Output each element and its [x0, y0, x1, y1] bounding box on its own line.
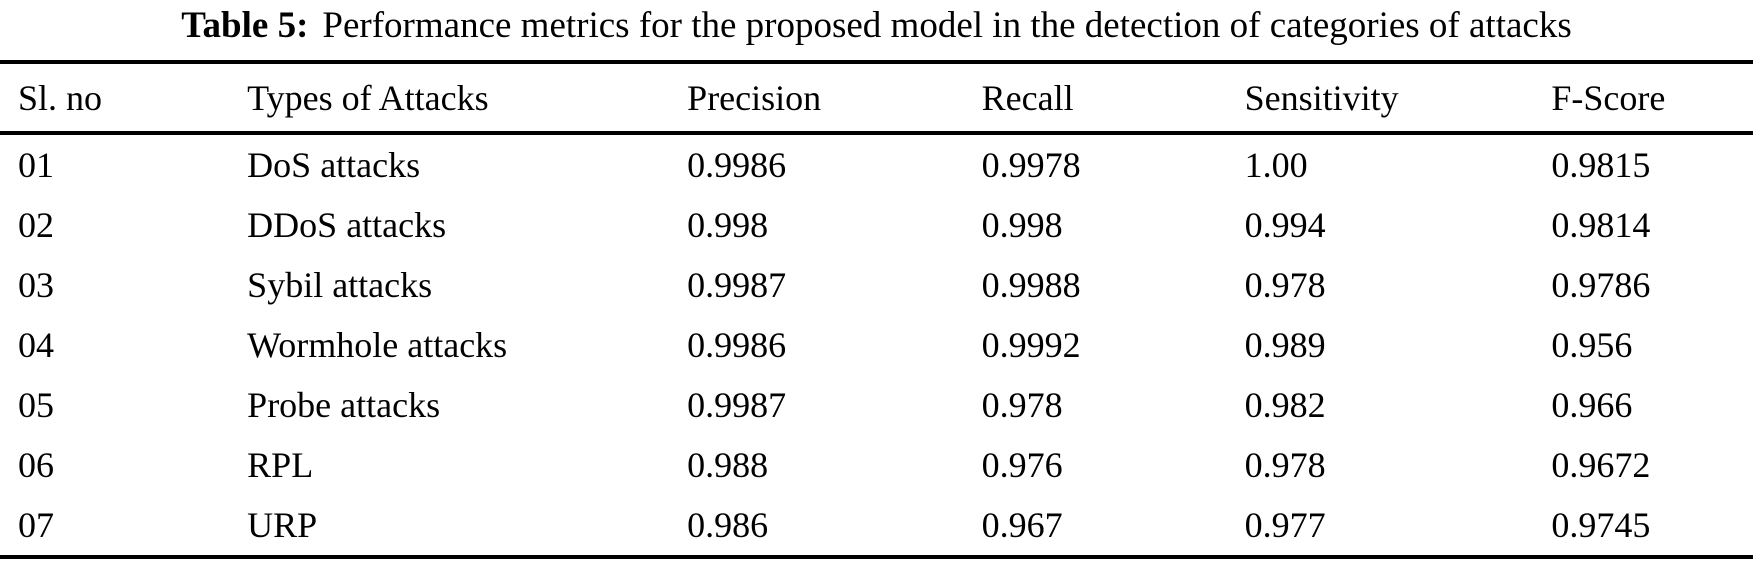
table-row: 01 DoS attacks 0.9986 0.9978 1.00 0.9815	[0, 133, 1753, 195]
cell-precision: 0.986	[687, 505, 769, 545]
table-row: 03 Sybil attacks 0.9987 0.9988 0.978 0.9…	[0, 255, 1753, 315]
cell-attack-type: DoS attacks	[247, 145, 421, 185]
table-row: 02 DDoS attacks 0.998 0.998 0.994 0.9814	[0, 195, 1753, 255]
cell-f-score: 0.956	[1551, 325, 1633, 365]
cell-f-score: 0.9672	[1551, 445, 1651, 485]
cell-attack-type: Wormhole attacks	[247, 325, 508, 365]
column-header-types-of-attacks: Types of Attacks	[247, 77, 489, 118]
cell-sl-no: 07	[18, 505, 54, 545]
cell-f-score: 0.9745	[1551, 505, 1651, 545]
performance-metrics-table: Sl. no Types of Attacks Precision Recall…	[0, 60, 1753, 559]
cell-sl-no: 03	[18, 265, 54, 305]
cell-sl-no: 05	[18, 385, 54, 425]
cell-attack-type: DDoS attacks	[247, 205, 447, 245]
cell-precision: 0.9986	[687, 325, 787, 365]
cell-recall: 0.967	[981, 505, 1063, 545]
cell-sensitivity: 0.989	[1244, 325, 1326, 365]
cell-sensitivity: 0.978	[1244, 265, 1326, 305]
cell-attack-type: Probe attacks	[247, 385, 441, 425]
cell-recall: 0.9978	[981, 145, 1081, 185]
column-header-sensitivity: Sensitivity	[1244, 77, 1399, 118]
cell-precision: 0.988	[687, 445, 769, 485]
cell-sl-no: 06	[18, 445, 54, 485]
cell-recall: 0.9988	[981, 265, 1081, 305]
cell-recall: 0.976	[981, 445, 1063, 485]
cell-sensitivity: 0.977	[1244, 505, 1326, 545]
cell-precision: 0.9986	[687, 145, 787, 185]
cell-recall: 0.9992	[981, 325, 1081, 365]
column-header-precision: Precision	[687, 77, 822, 118]
table-caption: Table 5: Performance metrics for the prop…	[0, 0, 1753, 60]
cell-f-score: 0.9814	[1551, 205, 1651, 245]
cell-f-score: 0.966	[1551, 385, 1633, 425]
cell-f-score: 0.9786	[1551, 265, 1651, 305]
cell-precision: 0.998	[687, 205, 769, 245]
cell-attack-type: URP	[247, 505, 318, 545]
column-header-sl-no: Sl. no	[18, 77, 103, 118]
cell-attack-type: Sybil attacks	[247, 265, 433, 305]
cell-precision: 0.9987	[687, 265, 787, 305]
table-row: 05 Probe attacks 0.9987 0.978 0.982 0.96…	[0, 375, 1753, 435]
cell-sensitivity: 0.982	[1244, 385, 1326, 425]
table-caption-text: Performance metrics for the proposed mod…	[322, 5, 1572, 46]
cell-precision: 0.9987	[687, 385, 787, 425]
cell-sensitivity: 1.00	[1244, 145, 1308, 185]
cell-attack-type: RPL	[247, 445, 314, 485]
column-header-recall: Recall	[981, 77, 1074, 118]
cell-sensitivity: 0.994	[1244, 205, 1326, 245]
cell-recall: 0.978	[981, 385, 1063, 425]
header-row: Sl. no Types of Attacks Precision Recall…	[0, 62, 1753, 133]
cell-sl-no: 01	[18, 145, 54, 185]
column-header-f-score: F-Score	[1551, 77, 1666, 118]
table-caption-label: Table 5:	[181, 5, 309, 46]
cell-sl-no: 02	[18, 205, 54, 245]
cell-sl-no: 04	[18, 325, 54, 365]
cell-recall: 0.998	[981, 205, 1063, 245]
table-row: 04 Wormhole attacks 0.9986 0.9992 0.989 …	[0, 315, 1753, 375]
cell-f-score: 0.9815	[1551, 145, 1651, 185]
table-row: 06 RPL 0.988 0.976 0.978 0.9672	[0, 435, 1753, 495]
table-row: 07 URP 0.986 0.967 0.977 0.9745	[0, 495, 1753, 557]
cell-sensitivity: 0.978	[1244, 445, 1326, 485]
